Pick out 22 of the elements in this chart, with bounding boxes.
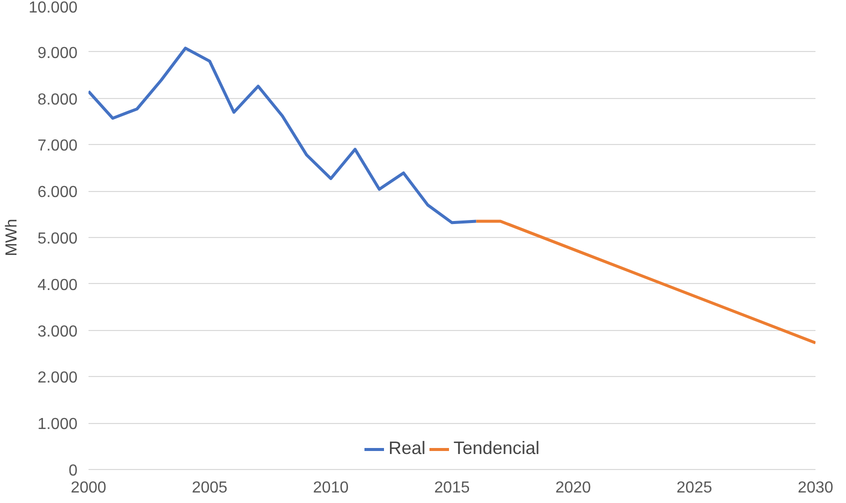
y-tick-label: 2.000 [37,370,78,387]
legend-label: Tendencial [453,438,540,459]
legend-label: Real [388,438,426,459]
y-tick-label: 5.000 [37,230,78,248]
y-tick-label: 1.000 [37,416,78,434]
x-tick-label: 2000 [70,480,106,496]
y-tick-label: 0 [68,462,78,480]
y-tick-label: 4.000 [37,276,78,294]
x-tick-label: 2010 [313,480,349,496]
x-tick-label: 2020 [555,480,592,496]
x-tick-label: 2030 [798,480,834,496]
x-tick-label: 2025 [676,480,712,496]
x-tick-label: 2005 [192,480,228,496]
y-tick-label: 9.000 [37,44,78,62]
y-axis-title: MWh [4,218,21,256]
y-tick-label: 8.000 [37,91,78,108]
x-tick-label: 2015 [434,480,470,496]
y-tick-label: 3.000 [37,323,78,340]
y-tick-label: 6.000 [37,184,78,202]
line-series [88,46,478,224]
y-tick-label: 10.000 [28,0,78,16]
y-tick-label: 7.000 [37,138,78,155]
